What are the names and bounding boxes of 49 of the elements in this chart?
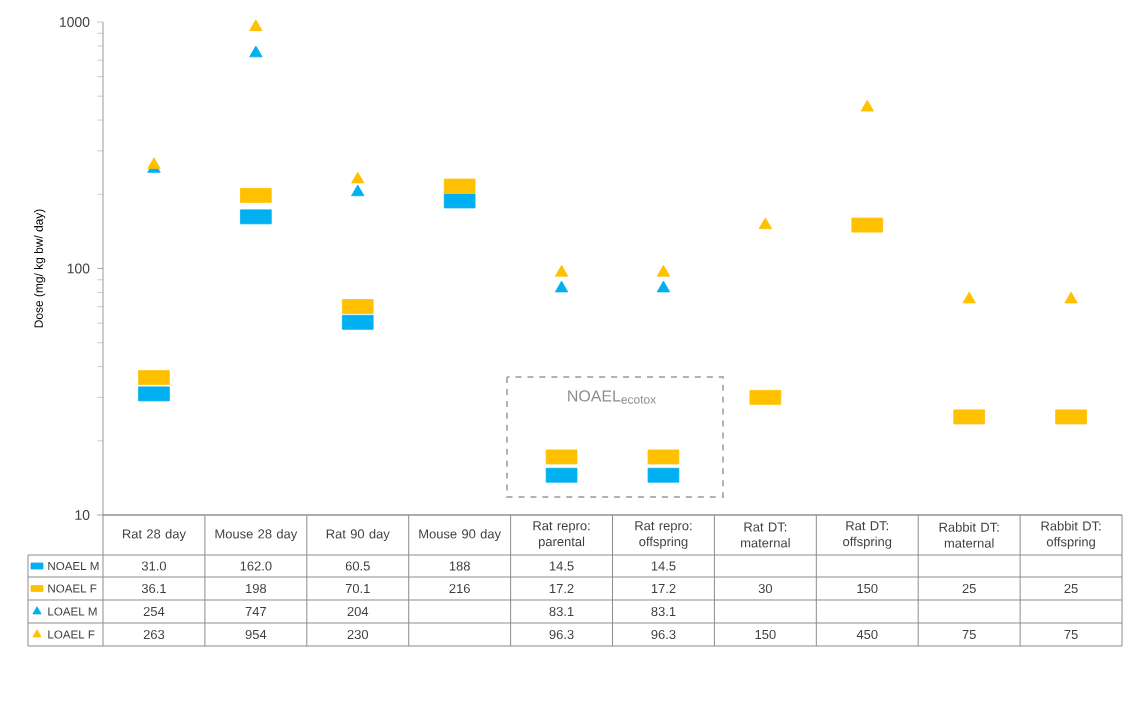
data-label: 96.3 <box>651 629 676 640</box>
data-label: 198 <box>246 583 267 594</box>
x-tick-label: Rabbit DT: offspring <box>1041 521 1101 549</box>
y-axis-title: Dose (mg/ kg bw/ day) <box>34 209 46 328</box>
data-label: 17.2 <box>651 583 676 594</box>
data-label: 25 <box>962 583 976 594</box>
data-label: 36.1 <box>141 583 166 594</box>
x-tick-label: Rat 28 day <box>122 528 186 542</box>
data-label: 162.0 <box>240 561 272 571</box>
legend-label: NOAEL M <box>48 561 99 571</box>
x-tick-label: Mouse 90 day <box>419 528 501 542</box>
data-label: 60.5 <box>345 561 370 571</box>
legend-label: NOAEL F <box>48 584 97 593</box>
data-label: 30 <box>758 583 773 594</box>
data-label: 216 <box>449 583 470 594</box>
data-label: 747 <box>245 607 266 616</box>
data-label: 70.1 <box>345 583 370 594</box>
data-label: 14.5 <box>651 561 676 571</box>
data-label: 150 <box>857 583 878 594</box>
data-label: 263 <box>143 629 165 640</box>
data-label: 230 <box>347 629 369 640</box>
annotation: NOAEL$_{ecotox}$ <box>568 390 656 404</box>
x-tick-label: Rat DT: maternal <box>741 522 790 548</box>
x-tick-label: Rat 90 day <box>326 528 390 542</box>
data-label: 83.1 <box>651 606 676 617</box>
data-label: 14.5 <box>549 561 574 571</box>
x-tick-label: Mouse 28 day <box>215 528 298 542</box>
x-tick-label: Rat repro: parental <box>533 521 590 549</box>
x-tick-label: Rabbit DT: maternal <box>939 522 999 548</box>
data-label: 254 <box>143 606 165 617</box>
y-tick-label: 10 <box>75 510 90 520</box>
x-tick-label: Rat repro: offspring <box>635 521 692 549</box>
legend-label: LOAEL M <box>48 607 97 616</box>
y-tick-label: 1000 <box>60 17 90 27</box>
data-label: 954 <box>245 629 267 640</box>
data-label: 150 <box>755 629 776 640</box>
data-label: 450 <box>856 629 878 640</box>
legend-label: LOAEL F <box>48 630 95 639</box>
data-label: 75 <box>1064 629 1078 640</box>
data-label: 31.0 <box>141 561 167 571</box>
data-label: 204 <box>347 606 369 617</box>
data-label: 75 <box>962 629 976 640</box>
data-label: 17.2 <box>549 583 574 594</box>
data-label: 83.1 <box>549 606 574 617</box>
data-label: 96.3 <box>549 629 574 640</box>
data-label: 188 <box>449 561 470 571</box>
y-tick-label: 100 <box>67 263 90 274</box>
data-label: 25 <box>1064 583 1078 594</box>
x-tick-label: Rat DT: offspring <box>843 521 892 549</box>
